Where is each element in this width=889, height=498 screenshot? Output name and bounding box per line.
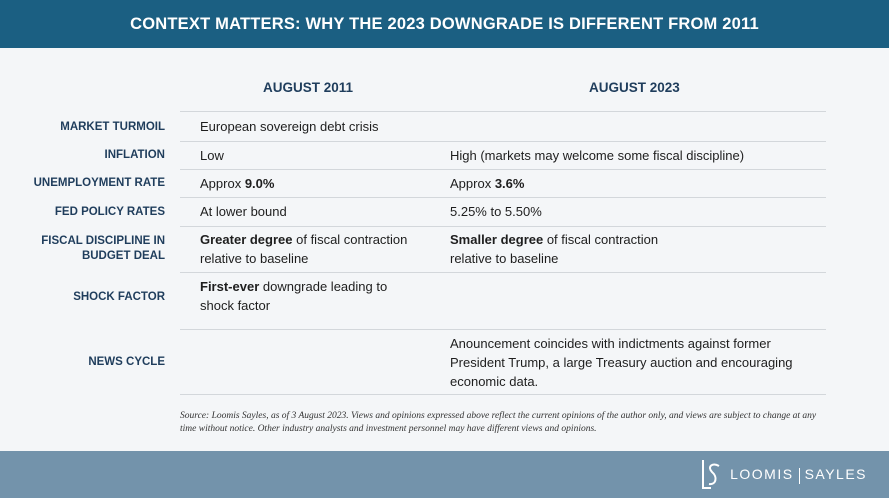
cell-text: of fiscal contraction relative to baseli… [200,232,408,266]
row-label-shock-factor: SHOCK FACTOR [73,291,165,303]
cell-2023-fed-policy-rates: 5.25% to 5.50% [450,202,820,221]
cell-2011-fed-policy-rates: At lower bound [200,202,440,221]
source-note: Source: Loomis Sayles, as of 3 August 20… [180,411,817,434]
cell-text: 5.25% to 5.50% [450,204,542,219]
logo-text-left: LOOMIS [730,466,794,483]
row-label-fed-policy-rates: FED POLICY RATES [54,206,165,218]
cell-2023-news-cycle: Anouncement coincides with indictments a… [450,334,820,391]
divider [180,169,826,170]
cell-text: European sovereign debt crisis [200,119,379,134]
divider [180,226,826,227]
cell-text-bold: Smaller degree [450,232,544,247]
cell-2011-inflation: Low [200,146,440,165]
row-label-inflation: INFLATION [104,149,165,161]
ls-monogram-icon [702,460,720,489]
cell-2023-inflation: High (markets may welcome some fiscal di… [450,146,820,165]
logo-text-right: SAYLES [804,466,867,483]
footer-bar [0,451,889,498]
cell-text-bold: First-ever [200,279,260,294]
cell-text: Approx [200,176,245,191]
cell-2011-shock-factor: First-ever downgrade leading to shock fa… [200,277,418,315]
divider [180,111,826,112]
cell-text: Approx [450,176,495,191]
cell-2023-fiscal-discipline: Smaller degree of fiscal contraction rel… [450,230,682,268]
row-label-fiscal-discipline: FISCAL DISCIPLINE IN BUDGET DEAL [41,235,165,262]
row-label-unemployment-rate: UNEMPLOYMENT RATE [33,177,165,189]
divider [180,141,826,142]
cell-text: of fiscal contraction relative to baseli… [450,232,659,266]
divider [180,197,826,198]
divider [180,329,826,330]
row-label-news-cycle: NEWS CYCLE [88,356,165,368]
page-title: CONTEXT MATTERS: WHY THE 2023 DOWNGRADE … [130,14,759,33]
cell-text: High (markets may welcome some fiscal di… [450,148,745,163]
cell-text-bold: Greater degree [200,232,293,247]
cell-2023-unemployment-rate: Approx 3.6% [450,174,820,193]
logo-separator [798,467,800,484]
cell-text: Anouncement coincides with indictments a… [450,336,793,389]
divider [180,394,826,395]
row-label-market-turmoil: MARKET TURMOIL [60,121,165,133]
cell-2011-market-turmoil: European sovereign debt crisis [200,117,440,136]
cell-text: At lower bound [200,204,287,219]
cell-text: downgrade leading to shock factor [200,279,388,313]
column-header-2023: AUGUST 2023 [589,80,680,95]
cell-2011-fiscal-discipline: Greater degree of fiscal contraction rel… [200,230,432,268]
divider [180,272,826,273]
cell-2011-unemployment-rate: Approx 9.0% [200,174,440,193]
column-header-2011: AUGUST 2011 [263,80,354,95]
cell-text-bold: 9.0% [244,176,275,191]
header-banner: CONTEXT MATTERS: WHY THE 2023 DOWNGRADE … [0,0,889,48]
cell-text: Low [200,148,224,163]
cell-text-bold: 3.6% [494,176,525,191]
loomis-sayles-logo: LOOMIS SAYLES [698,458,867,492]
